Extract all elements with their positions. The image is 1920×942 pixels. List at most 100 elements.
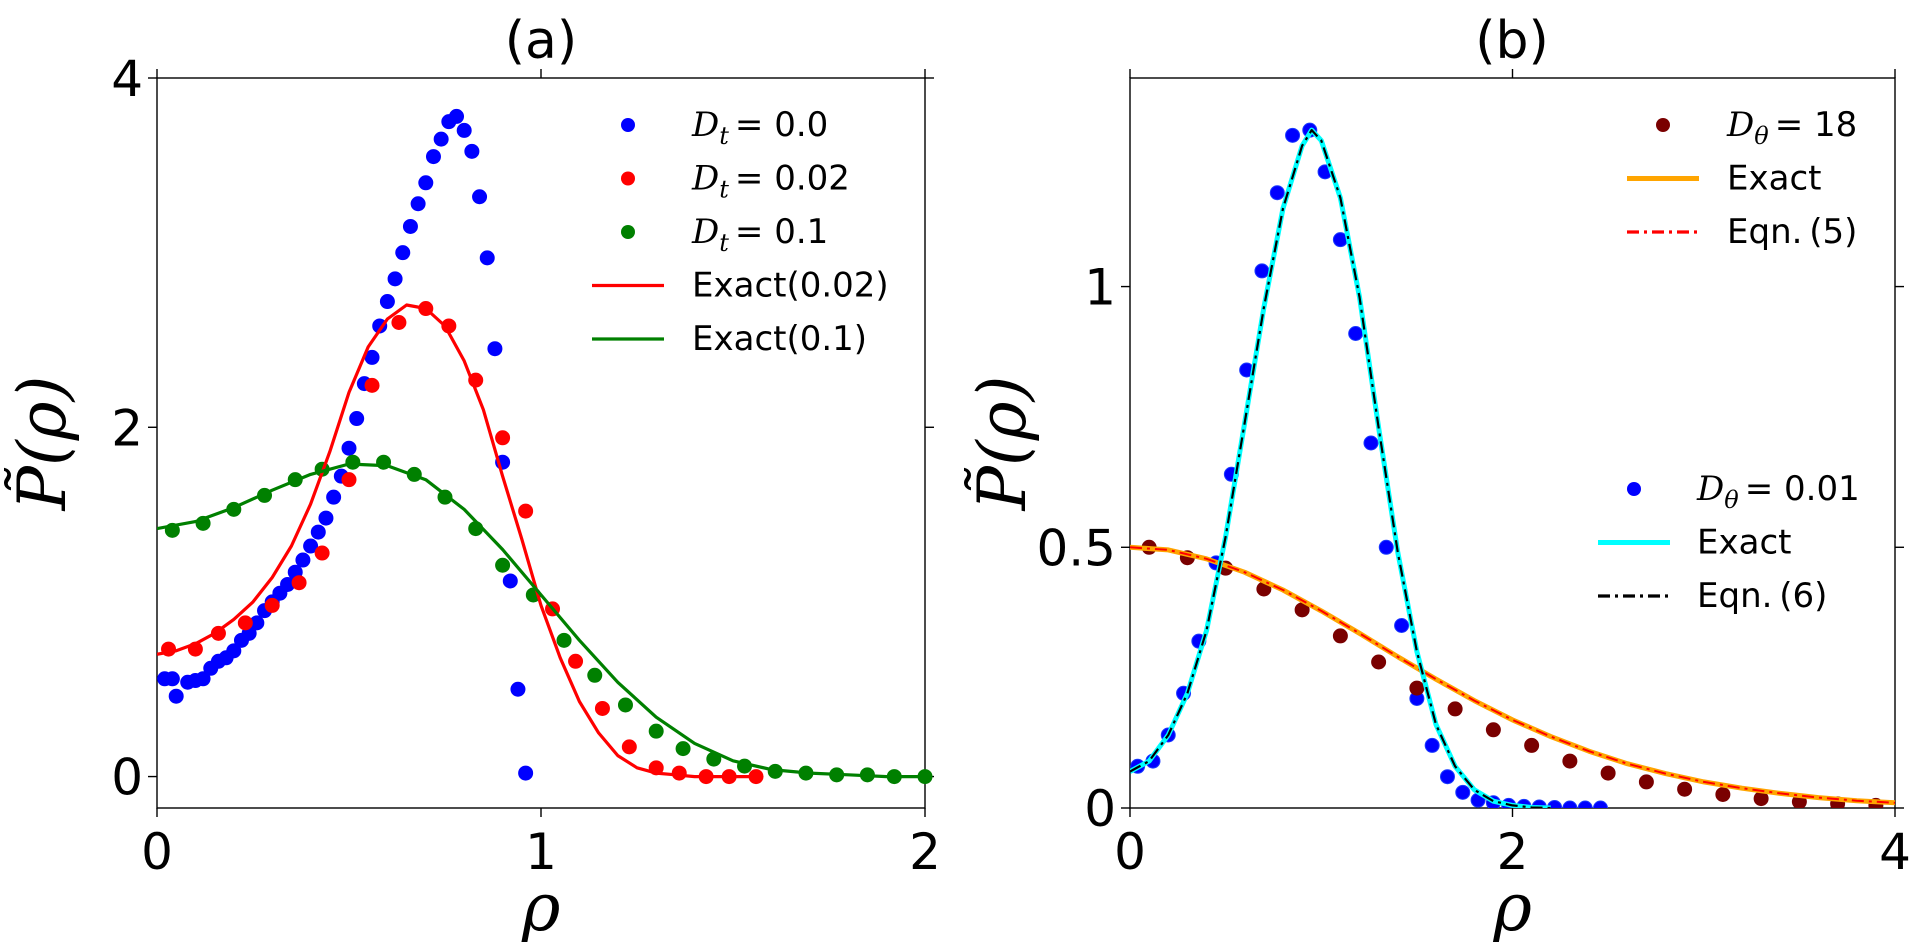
data-point-d-0-01 (1394, 618, 1410, 633)
data-point-d-0-01 (1254, 263, 1270, 279)
x-tick-label: 0 (1114, 823, 1146, 881)
data-point-dt-0-0 (433, 131, 449, 147)
data-point-d-0-01 (1562, 800, 1578, 808)
panel-title: (a) (505, 11, 577, 71)
data-point-dt-0-1 (617, 697, 633, 713)
data-point-dt-0-0 (418, 175, 434, 191)
data-point-dt-0-0 (425, 149, 441, 165)
y-axis-title: P̃(ρ) (964, 376, 1041, 512)
data-point-dt-0-0 (164, 671, 180, 687)
data-point-dt-0-02 (568, 653, 584, 669)
legend-a-item-marker (621, 171, 635, 186)
x-axis-title: ρ (1492, 869, 1532, 942)
legend-a-item-marker (621, 118, 635, 132)
data-point-dt-0-02 (621, 739, 637, 755)
data-point-dt-0-0 (303, 538, 319, 554)
data-point-dt-0-1 (675, 741, 691, 757)
x-axis-title: ρ (521, 869, 561, 942)
data-point-dt-0-02 (264, 597, 280, 613)
data-point-dt-0-0 (395, 245, 411, 261)
data-point-dt-0-02 (314, 545, 330, 561)
legend-a: Dt = 0.0 Dt = 0.02 Dt = 0.1 Exact(0.02) Exact(0… (592, 105, 889, 359)
data-point-dt-0-02 (594, 700, 610, 716)
panel-b: (b) 0 2 4 0 0.5 1 ρ P̃(ρ) (964, 11, 1911, 942)
data-point-d-0-01 (1363, 435, 1379, 451)
data-point-dt-0-0 (464, 143, 480, 159)
data-point-dt-0-0 (318, 510, 334, 526)
legend-b-lower-label: Eqn. (6) (1697, 576, 1827, 616)
data-point-d-18 (1409, 680, 1425, 696)
data-point-dt-0-1 (495, 557, 511, 573)
data-point-dt-0-0 (510, 681, 526, 697)
data-point-d-18 (1371, 654, 1387, 670)
data-point-d-0-01 (1577, 800, 1593, 808)
panel-a: (a) 0 1 2 0 2 4 ρ P̃(ρ) (4, 11, 941, 942)
legend-b-upper-label: Exact (1727, 159, 1821, 199)
series-line-eqn-6- (1130, 129, 1551, 808)
y-tick-label: 0.5 (1036, 519, 1116, 577)
panel-title: (b) (1475, 11, 1549, 71)
data-point-dt-0-02 (341, 472, 357, 488)
data-point-dt-0-02 (518, 503, 534, 519)
legend-a-label: Exact(0.02) (692, 266, 889, 306)
data-point-dt-0-0 (295, 552, 311, 568)
data-point-d-18 (1715, 786, 1731, 802)
data-point-d-18 (1485, 722, 1501, 738)
data-point-dt-0-02 (237, 615, 253, 631)
legend-b-lower-item-marker (1627, 482, 1641, 496)
data-point-dt-0-0 (379, 294, 395, 310)
data-point-dt-0-02 (364, 377, 380, 393)
series-line-exact-0-02- (157, 303, 753, 779)
data-point-d-0-01 (1592, 800, 1608, 808)
data-point-d-0-01 (1378, 539, 1394, 555)
data-point-dt-0-0 (387, 271, 403, 287)
x-tick-label: 1 (525, 823, 557, 881)
data-point-dt-0-02 (391, 314, 407, 330)
y-tick-label: 1 (1084, 259, 1116, 317)
data-point-dt-0-0 (518, 765, 534, 781)
y-tick-label: 0 (111, 749, 143, 807)
data-point-d-18 (1524, 737, 1540, 753)
legend-a-label: Exact(0.1) (692, 319, 867, 359)
y-axis-title: P̃(ρ) (4, 376, 81, 512)
y-tick-label: 0 (1084, 780, 1116, 838)
legend-a-label: Dt = 0.0 (691, 105, 828, 150)
data-point-d-0-01 (1348, 326, 1364, 341)
y-tick-label: 2 (111, 399, 143, 457)
y-tick-label: 4 (111, 50, 143, 108)
data-point-d-0-01 (1269, 185, 1285, 201)
legend-b: Dθ = 18 Exact Eqn. (5) Dθ = 0.01 Exact Eqn. (6) (1598, 105, 1860, 616)
data-layer (157, 108, 933, 785)
data-point-dt-0-0 (168, 688, 184, 704)
data-point-dt-0-0 (326, 489, 342, 505)
data-layer (1130, 122, 1896, 808)
data-point-d-18 (1447, 701, 1463, 717)
data-point-dt-0-0 (349, 411, 365, 427)
data-point-d-0-01 (1439, 769, 1455, 785)
legend-a-item-marker (621, 225, 635, 239)
series-line-eqn-5- (1130, 546, 1896, 804)
data-point-d-18 (1562, 753, 1578, 769)
data-point-d-0-01 (1285, 127, 1301, 143)
x-tick-label: 0 (141, 823, 173, 881)
data-point-dt-0-0 (310, 524, 326, 540)
legend-b-upper-label: Eqn. (5) (1727, 212, 1857, 252)
data-point-dt-0-02 (291, 575, 307, 591)
data-point-dt-0-0 (341, 440, 357, 456)
data-point-dt-0-0 (456, 122, 472, 138)
legend-a-label: Dt = 0.02 (691, 159, 850, 204)
legend-b-lower-label: Exact (1697, 523, 1791, 563)
data-point-dt-0-0 (402, 218, 418, 234)
x-tick-label: 2 (909, 823, 941, 881)
data-point-dt-0-1 (345, 454, 361, 470)
data-point-dt-0-0 (195, 671, 211, 687)
data-point-d-18 (1332, 628, 1348, 644)
data-point-dt-0-0 (487, 341, 503, 357)
data-point-dt-0-1 (556, 632, 572, 648)
data-point-dt-0-0 (502, 573, 518, 589)
data-point-dt-0-0 (410, 196, 426, 212)
data-point-dt-0-0 (479, 250, 495, 266)
data-point-d-0-01 (1424, 737, 1440, 753)
data-point-d-18 (1638, 774, 1654, 790)
